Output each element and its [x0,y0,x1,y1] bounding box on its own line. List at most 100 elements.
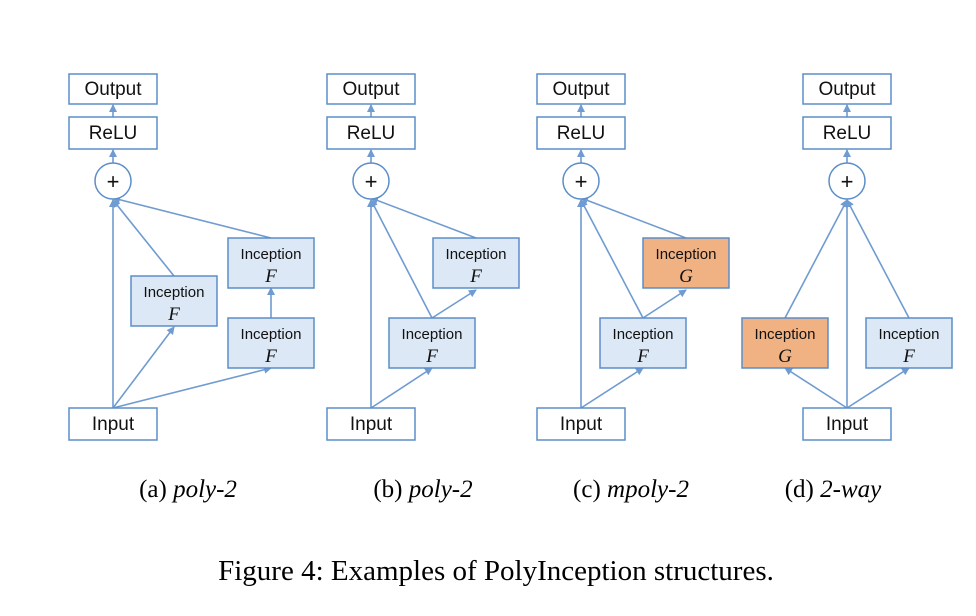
panel-d-caption-name: 2-way [820,476,882,503]
panel-b-plus-symbol: + [365,169,378,194]
panel-b-inception-f1-function: F [425,346,438,367]
panel-c-inception-g1: Inception G [642,237,730,289]
panel-a-output-box [68,73,158,105]
panel-a-inception-f1-label: Inception [144,284,205,301]
panel-c-output: Output [536,73,626,105]
panel-d-inception-f1-label: Inception [879,326,940,343]
panel-c-edge-g1-plus [580,196,687,239]
panel-c-inception-f1: Inception F [599,317,687,369]
panel-a-inception-f2: Inception F [227,237,315,289]
panel-b-caption: (b) poly-2 [373,476,472,503]
panel-c-relu-box [536,116,626,150]
panel-d-inception-g1: Inception G [741,317,829,369]
panel-b-plus: + [352,162,390,200]
panel-c-input-box [536,407,626,441]
captions-layer: (a) poly-2 (b) poly-2 (c) mpoly-2 (d) 2-way… [139,476,882,587]
panel-b-edge-input-f1 [370,367,433,409]
panel-a-output: Output [68,73,158,105]
panel-d-inception-f1-box [865,317,953,369]
panel-d-inception-g1-function: G [778,346,792,367]
panel-b-inception-f2-label: Inception [446,246,507,263]
panel-d-plus-circle [828,162,866,200]
panel-b-edge-f1-plus [370,199,433,319]
panel-b-inception-f2-box [432,237,520,289]
panel-b-caption-letter: (b) [373,476,402,503]
panel-b-caption-name: poly-2 [407,476,473,503]
panel-d-plus: + [828,162,866,200]
panel-c-edge-f1-plus [580,199,644,319]
panel-d-caption-letter: (d) [785,476,814,503]
panel-d-inception-f1-function: F [902,346,915,367]
panel-a-edge-f2-plus [112,195,272,239]
panel-a-inception-f1: Inception F [130,275,218,327]
panel-c-inception-f1-box [599,317,687,369]
panel-a-inception-f1-box [130,275,218,327]
panel-c-relu-label: ReLU [557,123,606,144]
panel-b-inception-f2-function: F [469,266,482,287]
panel-d-output-label: Output [818,79,876,100]
panel-a-edge-f1-plus [112,199,175,277]
panel-b-relu-label: ReLU [347,123,396,144]
panel-c-output-box [536,73,626,105]
panel-b-input-label: Input [350,414,393,435]
panel-d-inception-g1-box [741,317,829,369]
panel-c-output-label: Output [552,79,610,100]
panel-d-caption: (d) 2-way [785,476,882,503]
panel-a-inception-f2-function: F [264,266,277,287]
panel-a-inception-f3-function: F [264,346,277,367]
edges-layer [109,104,910,409]
panel-c-plus-symbol: + [575,169,588,194]
panel-c-edge-f1-g1 [642,289,687,319]
panel-c-inception-f1-function: F [636,346,649,367]
panel-a-inception-f3: Inception F [227,317,315,369]
nodes-layer: OutputReLU+InputInceptionFInceptionFInce… [68,73,953,441]
panel-a-relu: ReLU [68,116,158,150]
panel-b-inception-f1-label: Inception [402,326,463,343]
panel-a-relu-box [68,116,158,150]
panel-a-edge-input-f3 [112,365,272,409]
panel-d-edge-input-f1 [846,367,910,409]
panel-b-plus-circle [352,162,390,200]
panel-d-edge-g1-plus [784,199,848,319]
panel-a-output-label: Output [84,79,142,100]
panel-a-inception-f3-box [227,317,315,369]
panel-a-input-label: Input [92,414,135,435]
panel-d-output-box [802,73,892,105]
panel-a-inception-f2-box [227,237,315,289]
panel-d-output: Output [802,73,892,105]
panel-b-edge-f1-f2 [431,289,477,319]
panel-c-inception-g1-label: Inception [656,246,717,263]
panel-a-relu-label: ReLU [89,123,138,144]
panel-a-caption: (a) poly-2 [139,476,237,503]
panel-d-inception-g1-label: Inception [755,326,816,343]
panel-b-output-label: Output [342,79,400,100]
panel-a-inception-f3-label: Inception [241,326,302,343]
figure-caption: Figure 4: Examples of PolyInception stru… [218,555,774,587]
panel-b-relu-box [326,116,416,150]
panel-d-input: Input [802,407,892,441]
panel-d-relu: ReLU [802,116,892,150]
panel-d-input-label: Input [826,414,869,435]
panel-a-plus-symbol: + [107,169,120,194]
panel-c-inception-g1-function: G [679,266,693,287]
panel-a-plus: + [94,162,132,200]
panel-d-relu-label: ReLU [823,123,872,144]
panel-c-edge-input-f1 [580,367,644,409]
panel-a-plus-circle [94,162,132,200]
panel-b-edge-f2-plus [370,196,477,239]
panel-a-inception-f2-label: Inception [241,246,302,263]
panel-d-edge-f1-plus [846,199,910,319]
panel-c-plus: + [562,162,600,200]
panel-b-output-box [326,73,416,105]
panel-d-input-box [802,407,892,441]
panel-a-edge-input-f1 [112,326,175,409]
panel-c-inception-f1-label: Inception [613,326,674,343]
panel-a-inception-f1-function: F [167,304,180,325]
panel-c-caption: (c) mpoly-2 [573,476,689,503]
panel-b-input: Input [326,407,416,441]
panel-c-inception-g1-box [642,237,730,289]
panel-d-relu-box [802,116,892,150]
panel-c-input: Input [536,407,626,441]
panel-a-caption-letter: (a) [139,476,167,503]
panel-c-caption-name: mpoly-2 [607,476,689,503]
